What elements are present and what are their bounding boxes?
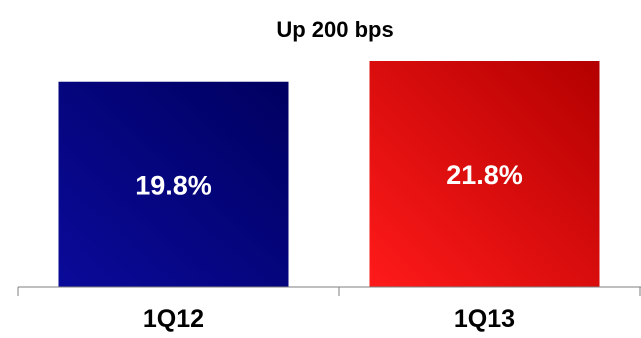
x-tick-label-1q13: 1Q13 [454, 305, 515, 333]
bar-1q13 [369, 61, 600, 287]
chart-title: Up 200 bps [276, 17, 393, 42]
value-label-1q12: 19.8% [135, 170, 212, 200]
value-label-1q13: 21.8% [446, 160, 523, 190]
x-tick-label-1q12: 1Q12 [143, 305, 204, 333]
bars-layer [58, 61, 600, 287]
x-axis [17, 286, 641, 296]
tick-labels-layer: 1Q12 1Q13 [143, 305, 515, 333]
value-labels-layer: 19.8% 21.8% [135, 160, 523, 200]
bar-1q12 [58, 81, 289, 287]
